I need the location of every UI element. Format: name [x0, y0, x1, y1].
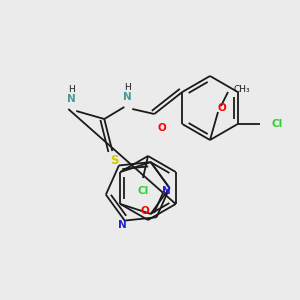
- Text: H: H: [124, 82, 131, 91]
- Text: O: O: [218, 103, 226, 113]
- Text: S: S: [110, 154, 118, 167]
- Text: N: N: [162, 186, 171, 196]
- Text: O: O: [140, 206, 149, 216]
- Text: O: O: [158, 123, 167, 133]
- Text: CH₃: CH₃: [234, 85, 250, 94]
- Text: N: N: [123, 92, 132, 102]
- Text: Cl: Cl: [137, 186, 148, 196]
- Text: N: N: [118, 220, 127, 230]
- Text: Cl: Cl: [272, 119, 283, 129]
- Text: N: N: [67, 94, 76, 104]
- Text: H: H: [68, 85, 75, 94]
